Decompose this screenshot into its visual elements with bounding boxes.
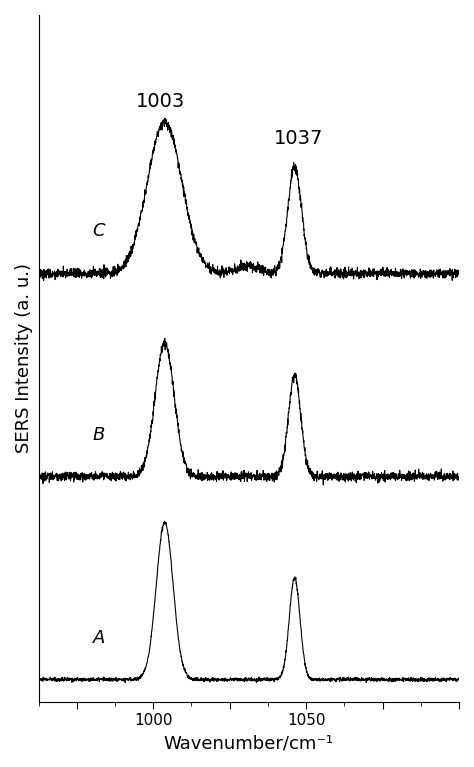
Y-axis label: SERS Intensity (a. u.): SERS Intensity (a. u.) (15, 263, 33, 453)
Text: 1003: 1003 (136, 92, 185, 111)
X-axis label: Wavenumber/cm⁻¹: Wavenumber/cm⁻¹ (164, 734, 334, 752)
Text: 1037: 1037 (274, 129, 323, 148)
Text: $B$: $B$ (92, 426, 105, 443)
Text: $C$: $C$ (92, 222, 107, 241)
Text: $A$: $A$ (92, 629, 106, 647)
